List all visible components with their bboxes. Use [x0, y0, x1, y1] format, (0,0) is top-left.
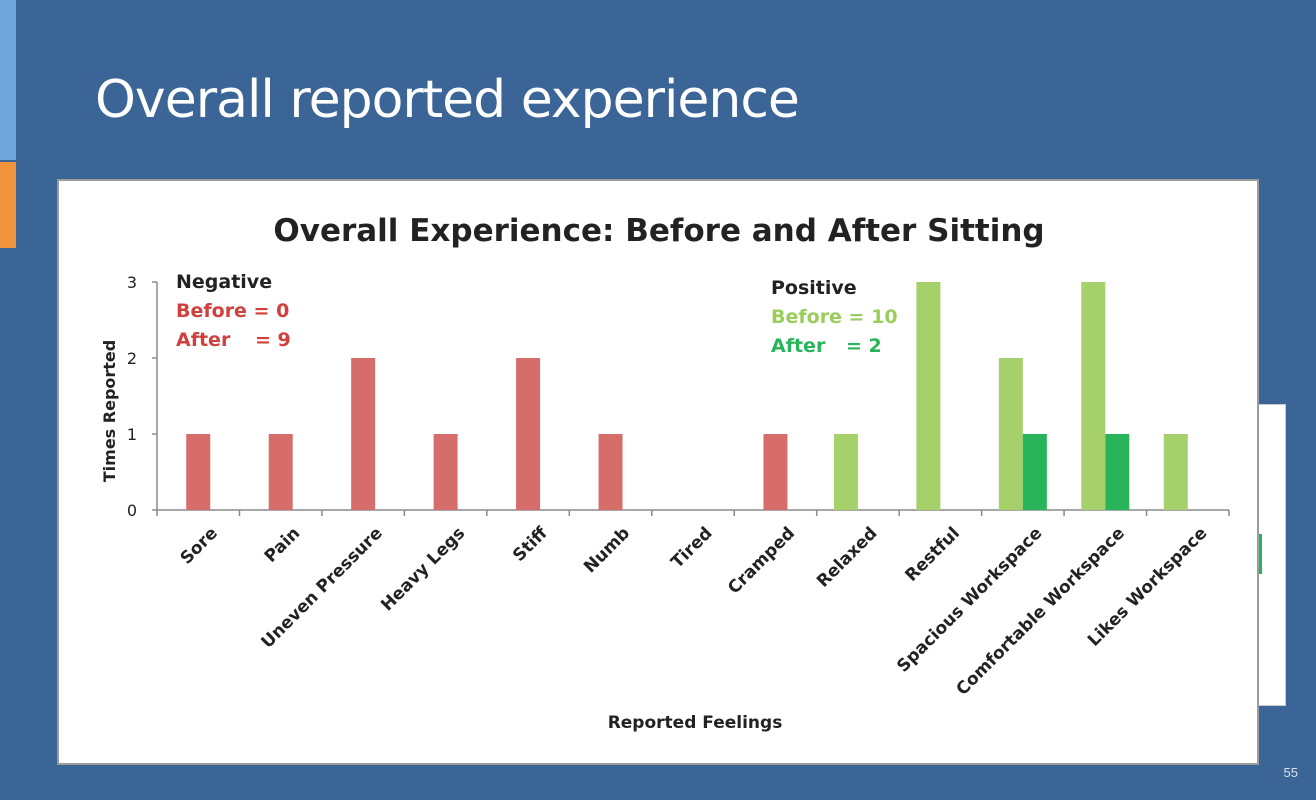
page-number: 55 [1283, 765, 1298, 780]
x-tick-label: Spacious Workspace [893, 523, 1046, 676]
legend-positive-after-label: After [771, 335, 826, 357]
bar-before-spacious-workspace [998, 358, 1023, 510]
y-tick-label: 3 [127, 273, 137, 292]
bar-after-spacious-workspace [1022, 434, 1047, 510]
bar-after-comfortable-workspace [1105, 434, 1130, 510]
legend-negative-after-label: After [176, 329, 231, 351]
x-tick-label: Restful [902, 523, 964, 585]
chart-frame: Overall Experience: Before and After Sit… [57, 179, 1259, 765]
bar-after-stiff [516, 358, 541, 510]
x-tick-label: Heavy Legs [377, 523, 469, 615]
bar-after-numb [598, 434, 623, 510]
x-tick-label: Relaxed [813, 523, 881, 591]
legend-negative-heading: Negative [176, 271, 272, 293]
legend-positive: Positive Before = 10 After = 2 [771, 277, 898, 357]
bar-after-cramped [763, 434, 788, 510]
chart-title: Overall Experience: Before and After Sit… [273, 213, 1044, 249]
x-tick-label: Stiff [509, 523, 552, 566]
legend-positive-heading: Positive [771, 277, 857, 299]
accent-bar-orange [0, 162, 16, 248]
x-tick-label: Pain [261, 523, 304, 566]
x-tick-label: Sore [177, 523, 222, 568]
x-axis-label: Reported Feelings [608, 713, 783, 733]
bar-after-sore [186, 434, 211, 510]
y-tick-label: 0 [127, 501, 137, 520]
x-tick-label: Tired [667, 523, 716, 572]
legend-negative-after-value: = 9 [255, 329, 291, 351]
y-tick-label: 2 [127, 349, 137, 368]
x-tick-label: Comfortable Workspace [953, 523, 1129, 699]
x-tick-label: Numb [580, 523, 634, 577]
legend-negative-before: Before = 0 [176, 300, 289, 322]
bar-before-likes-workspace [1163, 434, 1188, 510]
accent-bar-blue [0, 0, 16, 160]
legend-positive-after-value: = 2 [846, 335, 882, 357]
bar-before-comfortable-workspace [1081, 282, 1106, 510]
bar-before-restful [916, 282, 941, 510]
y-tick-label: 1 [127, 425, 137, 444]
slide-title: Overall reported experience [95, 70, 800, 130]
bar-after-pain [268, 434, 293, 510]
legend-positive-before: Before = 10 [771, 306, 898, 328]
background-bar-fragment [1258, 534, 1262, 574]
bar-after-uneven-pressure [351, 358, 376, 510]
bar-after-heavy-legs [433, 434, 458, 510]
bar-before-relaxed [833, 434, 858, 510]
bar-chart: Overall Experience: Before and After Sit… [100, 213, 1230, 733]
x-tick-label: Cramped [724, 523, 799, 598]
legend-negative: Negative Before = 0 After = 9 [176, 271, 291, 351]
y-axis-label: Times Reported [100, 340, 119, 482]
